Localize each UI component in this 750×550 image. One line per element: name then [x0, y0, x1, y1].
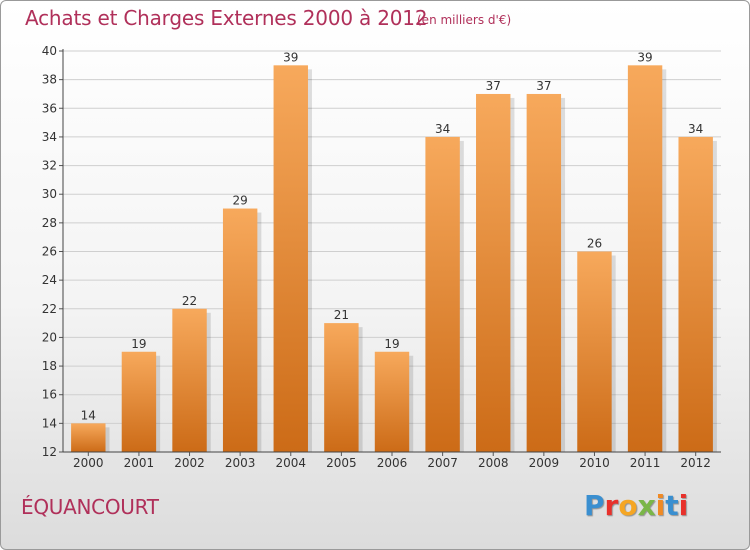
logo-letter: P: [584, 489, 605, 522]
bar-2009: [526, 93, 562, 452]
x-tick-label: 2006: [377, 456, 408, 470]
data-label: 34: [688, 122, 703, 136]
logo-letter: x: [637, 489, 656, 522]
logo-letter: r: [604, 489, 619, 522]
y-tick-label: 38: [42, 73, 57, 87]
y-tick-label: 32: [42, 159, 57, 173]
proxiti-logo: Proxiti: [584, 489, 688, 522]
logo-letter: o: [618, 489, 638, 522]
x-tick-label: 2010: [579, 456, 610, 470]
logo-letter: t: [665, 489, 679, 522]
y-tick-label: 26: [42, 245, 57, 259]
bar-2005: [324, 323, 359, 452]
y-tick-label: 40: [42, 44, 57, 58]
y-tick-label: 34: [42, 130, 57, 144]
commune-name: ÉQUANCOURT: [21, 495, 159, 519]
data-label: 39: [637, 50, 652, 64]
x-tick-label: 2012: [680, 456, 711, 470]
y-tick-label: 12: [42, 445, 57, 459]
bar-2011: [627, 65, 663, 453]
data-label: 37: [486, 79, 501, 93]
bar-2003: [222, 208, 258, 452]
x-tick-label: 2001: [124, 456, 155, 470]
bars-layer: 14 19 22 29 39 21 19 34 37 37 26 39 34: [71, 50, 717, 453]
data-label: 21: [334, 308, 349, 322]
y-tick-label: 36: [42, 101, 57, 115]
x-tick-label: 2002: [174, 456, 205, 470]
data-label: 19: [131, 337, 146, 351]
data-label: 14: [81, 408, 96, 422]
x-tick-label: 2008: [478, 456, 509, 470]
data-label: 19: [384, 337, 399, 351]
y-tick-label: 28: [42, 216, 57, 230]
logo-letter: i: [655, 489, 666, 522]
y-tick-label: 18: [42, 359, 57, 373]
x-tick-label: 2003: [225, 456, 256, 470]
bar-2010: [577, 251, 612, 452]
bar-2012: [678, 136, 713, 452]
data-label: 26: [587, 237, 602, 251]
bar-2000: [71, 423, 106, 452]
logo-letter: i: [678, 489, 689, 522]
bar-2001: [121, 351, 157, 452]
x-tick-label: 2005: [326, 456, 357, 470]
x-tick-label: 2004: [275, 456, 306, 470]
data-label: 34: [435, 122, 450, 136]
y-tick-label: 22: [42, 302, 57, 316]
bar-2002: [172, 308, 207, 452]
data-label: 29: [233, 194, 248, 208]
y-tick-label: 30: [42, 187, 57, 201]
x-tick-label: 2007: [427, 456, 458, 470]
chart-unit: (en milliers d'€): [417, 13, 512, 27]
bar-2008: [476, 93, 511, 452]
data-label: 37: [536, 79, 551, 93]
data-label: 22: [182, 294, 197, 308]
chart-title: Achats et Charges Externes 2000 à 2012: [25, 6, 428, 30]
axis-layer: 12 14 16 18 20 22 24 26 28 30 32 34 36 38 40 2000 2001 20…: [42, 44, 721, 470]
bar-2004: [273, 65, 308, 453]
y-tick-label: 16: [42, 388, 57, 402]
bar-2006: [374, 351, 410, 452]
bar-2007: [425, 136, 460, 452]
x-tick-label: 2011: [630, 456, 661, 470]
data-label: 39: [283, 50, 298, 64]
x-tick-label: 2000: [73, 456, 104, 470]
x-tick-label: 2009: [529, 456, 560, 470]
y-tick-label: 14: [42, 416, 57, 430]
y-tick-label: 24: [42, 273, 57, 287]
y-tick-label: 20: [42, 330, 57, 344]
